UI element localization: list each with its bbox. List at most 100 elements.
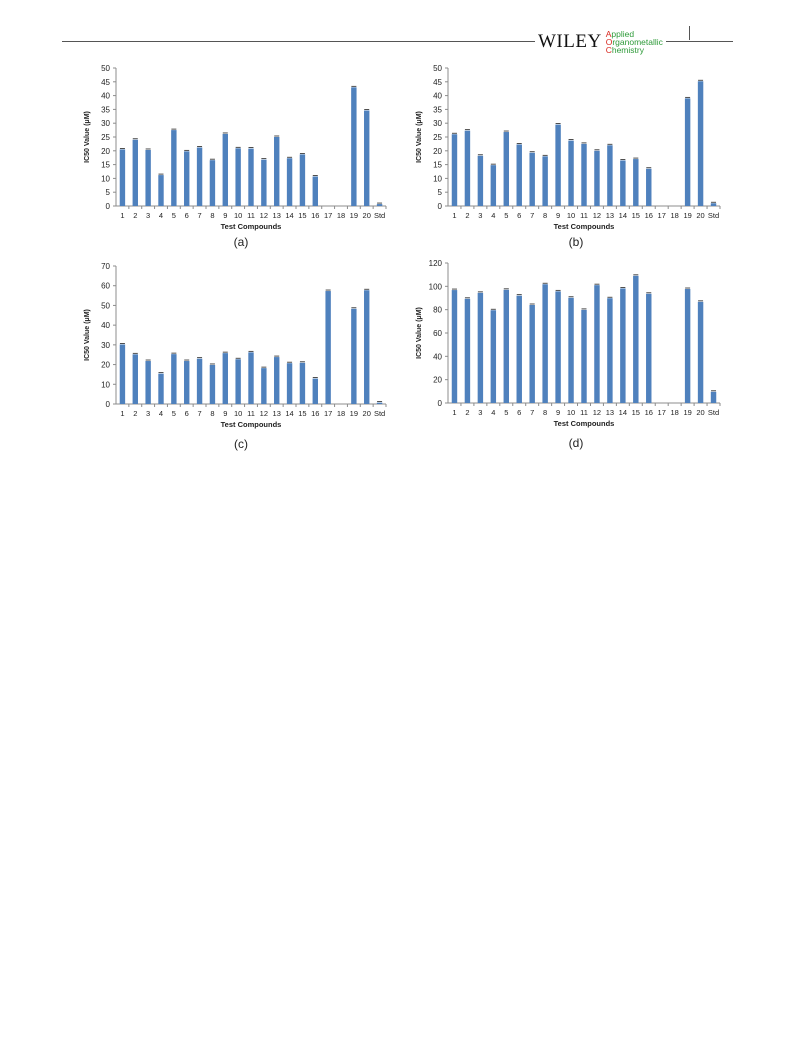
x-tick-label: 15 (298, 409, 306, 418)
y-tick-label: 10 (433, 174, 442, 183)
bar-c-1 (119, 344, 126, 404)
y-tick-label: 0 (106, 202, 111, 211)
x-tick-label: 13 (273, 211, 281, 220)
bar-c-10 (235, 359, 241, 404)
bar-a-19 (351, 87, 357, 206)
x-tick-label: 20 (696, 408, 704, 417)
y-tick-label: 60 (433, 329, 442, 338)
x-tick-label: 11 (580, 211, 588, 220)
header-tick (689, 26, 690, 40)
bar-a-1 (119, 149, 126, 206)
x-tick-label: 4 (491, 408, 495, 417)
bar-b-6 (516, 144, 522, 206)
x-tick-label: 17 (658, 211, 666, 220)
x-tick-label: 2 (465, 211, 469, 220)
bar-c-12 (261, 368, 267, 404)
x-tick-label: 18 (337, 211, 345, 220)
x-tick-label: 20 (363, 211, 371, 220)
bar-b-7 (529, 152, 535, 206)
y-tick-label: 100 (429, 282, 443, 291)
x-tick-label: 8 (543, 408, 547, 417)
y-tick-label: 50 (101, 301, 110, 310)
x-tick-label: 9 (556, 408, 560, 417)
x-tick-label: 18 (670, 211, 678, 220)
x-tick-label: 9 (223, 211, 227, 220)
x-tick-label: 1 (120, 409, 124, 418)
bar-a-12 (261, 159, 267, 206)
bar-d-8 (542, 284, 548, 403)
x-axis-title: Test Compounds (221, 420, 282, 429)
y-axis-title: IC50 Value (μM) (416, 307, 423, 359)
bar-d-16 (646, 293, 652, 403)
x-tick-label: 13 (273, 409, 281, 418)
x-tick-label: 16 (311, 211, 319, 220)
y-tick-label: 45 (433, 78, 442, 87)
bar-b-12 (594, 150, 600, 206)
journal-logo: WILEY Applied Organometallic Chemistry (535, 30, 666, 54)
x-tick-label: 9 (223, 409, 227, 418)
bar-d-1 (451, 290, 458, 403)
y-tick-label: 0 (106, 400, 111, 409)
x-tick-label: 7 (197, 409, 201, 418)
bar-d-3 (477, 292, 484, 403)
y-tick-label: 20 (433, 147, 442, 156)
journal-name: Applied Organometallic Chemistry (605, 30, 663, 55)
y-tick-label: 25 (101, 133, 110, 142)
x-tick-label: 4 (491, 211, 495, 220)
bar-d-4 (490, 310, 497, 403)
bar-d-2 (464, 298, 471, 403)
x-tick-label: 10 (567, 408, 575, 417)
x-tick-label: 19 (683, 408, 691, 417)
x-tick-label: 20 (363, 409, 371, 418)
x-axis-title: Test Compounds (554, 419, 615, 428)
x-tick-label: 19 (683, 211, 691, 220)
x-tick-label: 5 (172, 211, 176, 220)
bar-d-5 (503, 289, 510, 403)
bar-d-6 (516, 295, 522, 403)
x-tick-label: 1 (452, 408, 456, 417)
bar-a-3 (145, 149, 151, 206)
x-tick-label: 3 (478, 211, 482, 220)
x-tick-label: 12 (260, 409, 268, 418)
bar-b-8 (542, 156, 548, 206)
bar-d-14 (620, 288, 626, 403)
x-tick-label: 16 (311, 409, 319, 418)
bar-c-8 (209, 364, 216, 404)
x-tick-label: 19 (350, 211, 358, 220)
bar-b-14 (620, 160, 626, 206)
bar-a-Std (376, 204, 383, 206)
bar-b-20 (697, 81, 704, 206)
bar-c-3 (145, 361, 151, 404)
x-tick-label: 11 (247, 409, 255, 418)
x-tick-label: 10 (234, 409, 242, 418)
x-tick-label: 5 (504, 408, 508, 417)
bar-d-19 (684, 289, 691, 403)
x-tick-label: 17 (658, 408, 666, 417)
bar-c-5 (171, 354, 177, 404)
x-tick-label: 16 (645, 408, 653, 417)
x-tick-label: 13 (606, 211, 614, 220)
y-tick-label: 50 (101, 64, 110, 73)
bar-d-Std (710, 391, 717, 403)
y-tick-label: 50 (433, 64, 442, 73)
bar-a-9 (222, 133, 228, 206)
x-tick-label: 18 (670, 408, 678, 417)
y-tick-label: 35 (101, 105, 110, 114)
y-tick-label: 20 (101, 361, 110, 370)
x-tick-label: 14 (285, 409, 293, 418)
y-tick-label: 15 (101, 161, 110, 170)
bar-c-6 (184, 361, 190, 404)
bar-b-2 (464, 130, 471, 206)
y-axis-title: IC50 Value (μM) (416, 111, 423, 163)
bar-a-7 (196, 147, 203, 206)
x-tick-label: Std (374, 211, 385, 220)
y-tick-label: 40 (101, 321, 110, 330)
x-tick-label: 8 (543, 211, 547, 220)
chart-c-caption: (c) (234, 437, 248, 451)
x-tick-label: 14 (619, 211, 627, 220)
y-tick-label: 10 (101, 380, 110, 389)
bar-b-4 (490, 165, 497, 206)
journal-name-line-2: Organometallic (605, 37, 663, 47)
bar-b-10 (568, 140, 574, 206)
